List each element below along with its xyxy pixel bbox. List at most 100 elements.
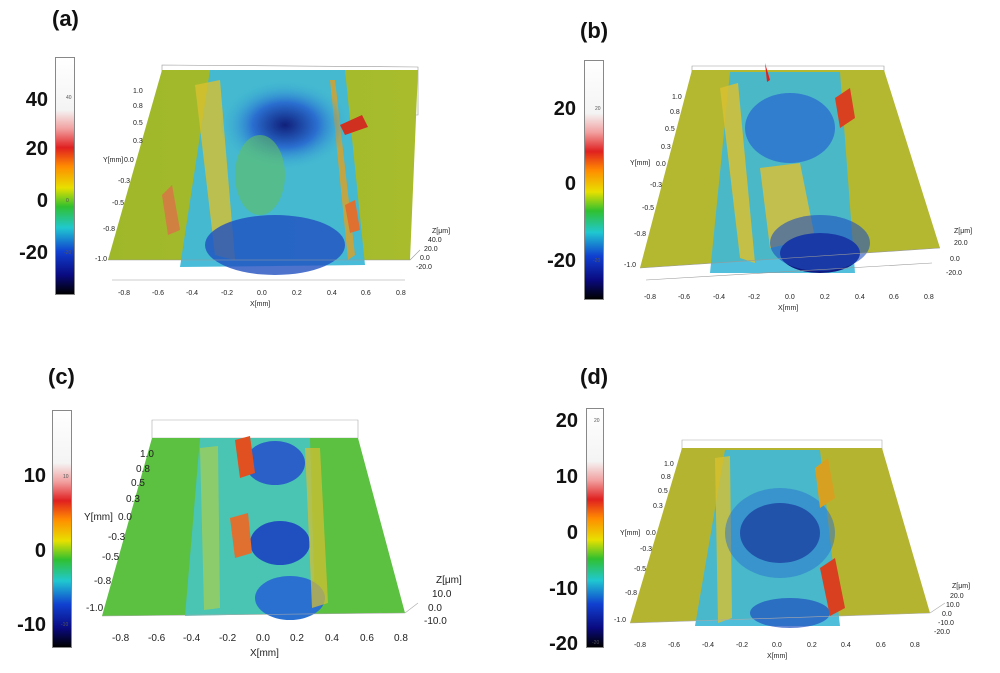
z-tick: 20.0 bbox=[954, 240, 968, 247]
x-tick: 0.8 bbox=[924, 294, 934, 301]
panel-label: (b) bbox=[580, 18, 609, 43]
y-tick: -0.3 bbox=[650, 182, 663, 189]
x-tick: -0.6 bbox=[148, 633, 166, 644]
y-tick: -0.8 bbox=[103, 226, 116, 233]
x-tick: -0.8 bbox=[634, 642, 647, 649]
colorbar-tick: -20 bbox=[549, 633, 578, 655]
z-tick: 20.0 bbox=[950, 593, 964, 600]
y-tick: -0.3 bbox=[108, 532, 126, 543]
colorbar-minor-tick: 20 bbox=[595, 106, 601, 112]
colorbar-tick: 20 bbox=[25, 138, 48, 160]
surface-plot bbox=[101, 419, 419, 620]
z-tick: 10.0 bbox=[946, 602, 960, 609]
x-tick: 0.0 bbox=[785, 294, 795, 301]
x-tick: 0.0 bbox=[257, 290, 267, 297]
y-tick: -1.0 bbox=[86, 603, 104, 614]
z-axis-label: Z[μm] bbox=[952, 583, 971, 590]
x-tick: -0.6 bbox=[678, 294, 691, 301]
colorbar-tick: -20 bbox=[19, 242, 48, 264]
x-axis-label: X[mm] bbox=[778, 305, 799, 312]
panel-label: (a) bbox=[52, 6, 79, 31]
z-axis-label: Z[μm] bbox=[954, 228, 973, 235]
x-tick: -0.2 bbox=[748, 294, 761, 301]
z-tick: -20.0 bbox=[934, 629, 950, 636]
z-tick: 0.0 bbox=[942, 611, 952, 618]
colorbar-tick: 40 bbox=[25, 89, 48, 111]
y-tick: 1.0 bbox=[672, 94, 682, 101]
x-tick: 0.4 bbox=[841, 642, 851, 649]
z-tick: 40.0 bbox=[428, 237, 442, 244]
colorbar-minor-tick: 40 bbox=[66, 95, 72, 101]
x-axis-label: X[mm] bbox=[250, 301, 271, 308]
x-tick: 0.2 bbox=[820, 294, 830, 301]
x-tick: 0.4 bbox=[325, 633, 339, 644]
x-tick: 0.6 bbox=[361, 290, 371, 297]
z-tick: 0.0 bbox=[950, 256, 960, 263]
colorbar-minor-tick: -20 bbox=[592, 640, 600, 646]
colorbar-minor-tick: 20 bbox=[594, 418, 600, 424]
x-tick: -0.8 bbox=[644, 294, 657, 301]
y-tick: 1.0 bbox=[664, 461, 674, 468]
y-tick: 0.3 bbox=[133, 138, 143, 145]
y-tick: -0.8 bbox=[94, 576, 112, 587]
y-tick: -0.8 bbox=[625, 590, 638, 597]
y-tick: -0.3 bbox=[118, 178, 131, 185]
y-axis-label: Y[mm] bbox=[620, 530, 641, 537]
x-tick: 0.6 bbox=[360, 633, 374, 644]
y-tick: 0.8 bbox=[661, 474, 671, 481]
z-tick: 0.0 bbox=[428, 603, 442, 614]
colorbar-tick: -10 bbox=[17, 614, 46, 636]
x-tick: -0.6 bbox=[668, 642, 681, 649]
x-tick: -0.2 bbox=[736, 642, 749, 649]
x-tick: 0.6 bbox=[889, 294, 899, 301]
y-axis-label: Y[mm] bbox=[84, 512, 113, 523]
y-tick: 0.5 bbox=[658, 488, 668, 495]
y-tick: 0.3 bbox=[126, 494, 140, 505]
x-tick: -0.4 bbox=[702, 642, 715, 649]
y-tick: -0.5 bbox=[642, 205, 655, 212]
x-axis-label: X[mm] bbox=[767, 653, 788, 660]
z-tick: -10.0 bbox=[424, 616, 447, 627]
y-tick: 1.0 bbox=[133, 88, 143, 95]
colorbar-tick: -10 bbox=[549, 578, 578, 600]
colorbar-minor-tick: -10 bbox=[61, 622, 69, 628]
y-tick: -0.3 bbox=[640, 546, 653, 553]
y-tick: -1.0 bbox=[95, 256, 108, 263]
x-tick: 0.4 bbox=[855, 294, 865, 301]
x-tick: -0.4 bbox=[713, 294, 726, 301]
y-axis-label: Y[mm] bbox=[630, 160, 651, 167]
y-tick: -0.5 bbox=[102, 552, 120, 563]
y-tick: 0.3 bbox=[653, 503, 663, 510]
z-tick: -10.0 bbox=[938, 620, 954, 627]
x-tick: 0.8 bbox=[910, 642, 920, 649]
colorbar-minor-tick: -20 bbox=[593, 258, 601, 264]
y-tick: 0.5 bbox=[665, 126, 675, 133]
surface-plot bbox=[629, 439, 946, 628]
surface-plot bbox=[108, 64, 421, 281]
colorbar-tick: 20 bbox=[555, 410, 578, 432]
x-tick: 0.8 bbox=[394, 633, 408, 644]
x-tick: -0.2 bbox=[219, 633, 237, 644]
colorbar-tick: 10 bbox=[555, 466, 578, 488]
x-tick: -0.8 bbox=[112, 633, 130, 644]
y-tick: 0.0 bbox=[656, 161, 666, 168]
surface-plot bbox=[639, 63, 941, 281]
colorbar-tick: -20 bbox=[547, 250, 576, 272]
colorbar-minor-tick: 0 bbox=[66, 198, 69, 204]
x-tick: 0.2 bbox=[290, 633, 304, 644]
x-tick: 0.4 bbox=[327, 290, 337, 297]
x-tick: 0.2 bbox=[807, 642, 817, 649]
colorbar-tick: 10 bbox=[23, 465, 46, 487]
x-tick: 0.8 bbox=[396, 290, 406, 297]
y-tick: -0.5 bbox=[112, 200, 125, 207]
x-tick: -0.8 bbox=[118, 290, 131, 297]
x-tick: -0.4 bbox=[183, 633, 201, 644]
x-tick: -0.6 bbox=[152, 290, 165, 297]
x-tick: -0.2 bbox=[221, 290, 234, 297]
y-tick: -1.0 bbox=[614, 617, 627, 624]
y-tick: 0.0 bbox=[646, 530, 656, 537]
colorbar bbox=[52, 410, 72, 648]
z-tick: -20.0 bbox=[946, 270, 962, 277]
x-tick: 0.0 bbox=[772, 642, 782, 649]
y-tick: -0.5 bbox=[634, 566, 647, 573]
